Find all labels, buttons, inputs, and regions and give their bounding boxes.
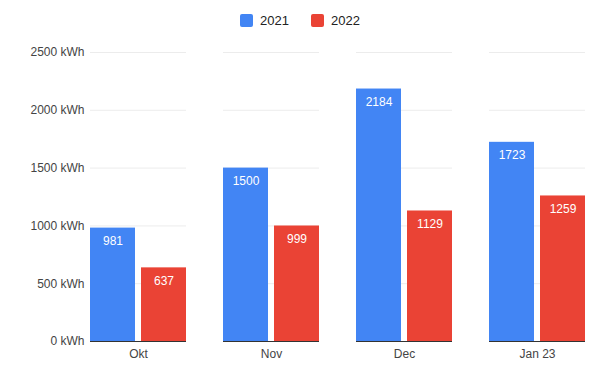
svg-text:Nov: Nov [261,347,282,361]
html-text:2022: 2022 [331,12,360,28]
svg-text:0 kWh: 0 kWh [50,334,84,348]
svg-text:Okt: Okt [129,347,148,361]
svg-text:637: 637 [154,274,174,288]
svg-text:500 kWh: 500 kWh [37,277,84,291]
svg-text:981: 981 [103,234,123,248]
svg-text:1500 kWh: 1500 kWh [30,161,84,175]
svg-text:Jan 23: Jan 23 [519,347,555,361]
svg-text:1500: 1500 [233,174,260,188]
svg-text:2500 kWh: 2500 kWh [30,45,84,59]
html-text:2021: 2021 [260,12,289,28]
svg-text:999: 999 [287,232,307,246]
svg-text:2184: 2184 [366,95,393,109]
svg-text:Dec: Dec [394,347,415,361]
svg-text:1129: 1129 [417,217,443,231]
svg-text:1259: 1259 [550,202,577,216]
svg-text:1723: 1723 [499,148,526,162]
svg-text:2000 kWh: 2000 kWh [30,103,84,117]
svg-text:1000 kWh: 1000 kWh [30,219,84,233]
